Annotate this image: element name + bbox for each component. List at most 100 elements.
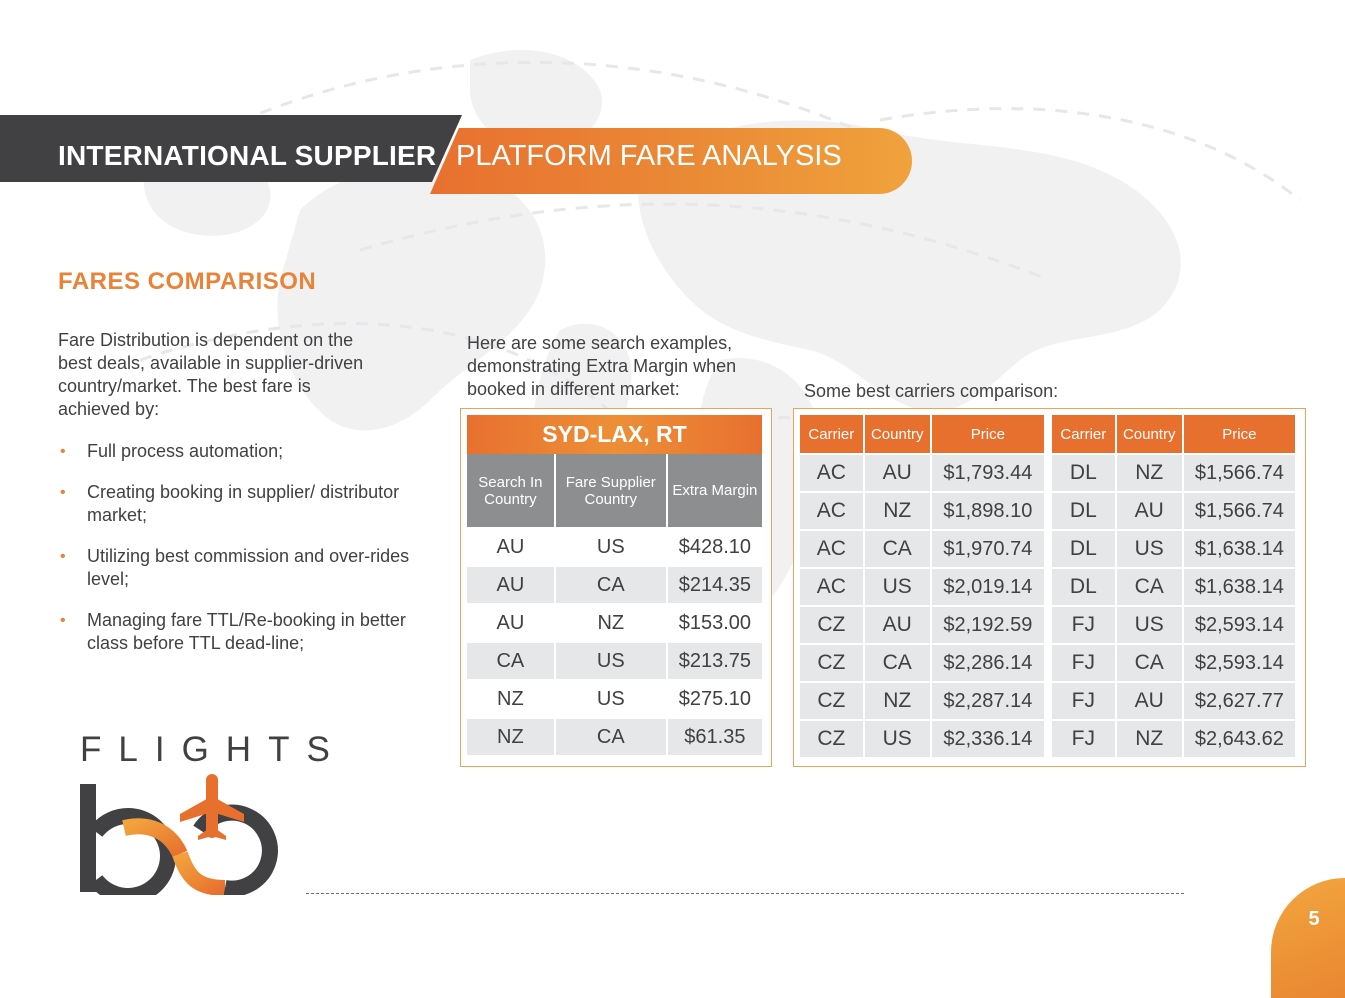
bullet-dot-icon: • [60, 548, 66, 565]
table-cell: FJ [1052, 605, 1117, 643]
table-cell: $1,566.74 [1183, 491, 1295, 529]
table-cell: NZ [467, 679, 556, 717]
table-cell: $1,638.14 [1183, 567, 1295, 605]
bullet-text: Full process automation; [87, 441, 284, 461]
page-number: 5 [1308, 908, 1320, 930]
table-cell: CA [864, 643, 932, 681]
table-cell: DL [1052, 453, 1117, 491]
table-cell: AU [864, 605, 932, 643]
carriers-table-b: Carrier Country Price DL NZ $1,566.74 DL AU… [1052, 415, 1295, 757]
table-row: AU US $428.10 [467, 527, 762, 565]
table-cell: $213.75 [667, 641, 762, 679]
table-cell: DL [1052, 491, 1117, 529]
table-cell: US [1116, 605, 1184, 643]
table-row: NZ CA $61.35 [467, 717, 762, 755]
table-cell: AC [800, 453, 865, 491]
header-title-left: INTERNATIONAL SUPPLIER [58, 140, 437, 171]
table-cell: CA [467, 641, 556, 679]
table-cell: US [555, 679, 668, 717]
table-cell: NZ [1116, 453, 1184, 491]
table-row: AC AU $1,793.44 [800, 453, 1044, 491]
table-cell: NZ [555, 603, 668, 641]
route-fare-table: SYD-LAX, RT Search In Country Fare Suppl… [467, 415, 762, 755]
bullet-dot-icon: • [60, 443, 66, 460]
bullet-item: • Full process automation; [58, 440, 418, 463]
table-cell: AU [467, 603, 556, 641]
table-cell: $2,593.14 [1183, 605, 1295, 643]
table-row: CZ NZ $2,287.14 [800, 681, 1044, 719]
section-title: FARES COMPARISON [58, 268, 317, 295]
table-cell: $275.10 [667, 679, 762, 717]
bullet-text: Managing fare TTL/Re-booking in better c… [87, 610, 406, 653]
table-cell: $2,643.62 [1183, 719, 1295, 757]
table-cell: $2,192.59 [931, 605, 1044, 643]
route-table-title: SYD-LAX, RT [467, 415, 762, 454]
table-row: CZ CA $2,286.14 [800, 643, 1044, 681]
table-row: DL US $1,638.14 [1052, 529, 1295, 567]
table-cell: AC [800, 567, 865, 605]
carriers-table-a: Carrier Country Price AC AU $1,793.44 AC NZ… [800, 415, 1044, 757]
table-cell: $214.35 [667, 565, 762, 603]
table-row: AU NZ $153.00 [467, 603, 762, 641]
table-cell: $1,970.74 [931, 529, 1044, 567]
table-cell: CA [1116, 567, 1184, 605]
table-cell: $2,627.77 [1183, 681, 1295, 719]
bullet-item: • Creating booking in supplier/ distribut… [58, 481, 418, 527]
table-cell: $2,287.14 [931, 681, 1044, 719]
table-cell: CZ [800, 681, 865, 719]
bullet-dot-icon: • [60, 612, 66, 629]
table-cell: DL [1052, 529, 1117, 567]
b2b-airplane-logo-icon [80, 774, 278, 895]
table-row: DL NZ $1,566.74 [1052, 453, 1295, 491]
column-header: Price [1183, 415, 1295, 453]
table-row: AC NZ $1,898.10 [800, 491, 1044, 529]
table-cell: FJ [1052, 681, 1117, 719]
table-cell: $2,019.14 [931, 567, 1044, 605]
table-row: DL CA $1,638.14 [1052, 567, 1295, 605]
table-row: FJ AU $2,627.77 [1052, 681, 1295, 719]
table-cell: CZ [800, 643, 865, 681]
table-cell: AU [864, 453, 932, 491]
intro-paragraph: Fare Distribution is dependent on the be… [58, 330, 364, 419]
table-cell: $428.10 [667, 527, 762, 565]
table-row: CZ US $2,336.14 [800, 719, 1044, 757]
table-row: AC US $2,019.14 [800, 567, 1044, 605]
table-cell: CA [1116, 643, 1184, 681]
table-cell: US [1116, 529, 1184, 567]
column-header: Extra Margin [667, 454, 762, 527]
table-cell: $1,793.44 [931, 453, 1044, 491]
table-cell: $2,593.14 [1183, 643, 1295, 681]
table-cell: $153.00 [667, 603, 762, 641]
table-cell: NZ [1116, 719, 1184, 757]
table-cell: CZ [800, 719, 865, 757]
bullet-item: • Managing fare TTL/Re-booking in better … [58, 609, 418, 655]
table-row: FJ US $2,593.14 [1052, 605, 1295, 643]
table-cell: NZ [864, 491, 932, 529]
column-header: Price [931, 415, 1044, 453]
bullet-text: Creating booking in supplier/ distributo… [87, 482, 400, 525]
table-cell: US [555, 527, 668, 565]
table-cell: US [864, 567, 932, 605]
table-cell: $61.35 [667, 717, 762, 755]
column-header: Fare Supplier Country [555, 454, 668, 527]
bullet-text: Utilizing best commission and over-rides… [87, 546, 410, 589]
bullet-item: • Utilizing best commission and over-ride… [58, 545, 418, 591]
table-cell: AC [800, 529, 865, 567]
column-header: Carrier [800, 415, 865, 453]
bullet-list: • Full process automation; • Creating book… [58, 440, 418, 673]
table-row: FJ CA $2,593.14 [1052, 643, 1295, 681]
table-row: CA US $213.75 [467, 641, 762, 679]
table-cell: US [864, 719, 932, 757]
table-cell: AU [467, 527, 556, 565]
table-row: NZ US $275.10 [467, 679, 762, 717]
header-banner-orange [430, 128, 912, 194]
header-banner-dark [0, 115, 462, 182]
header-title-right: PLATFORM FARE ANALYSIS [456, 140, 842, 172]
table-cell: $1,898.10 [931, 491, 1044, 529]
table-cell: CZ [800, 605, 865, 643]
table-cell: NZ [864, 681, 932, 719]
bullet-dot-icon: • [60, 484, 66, 501]
table-cell: CA [555, 717, 668, 755]
table-cell: AU [467, 565, 556, 603]
table-cell: AU [1116, 681, 1184, 719]
